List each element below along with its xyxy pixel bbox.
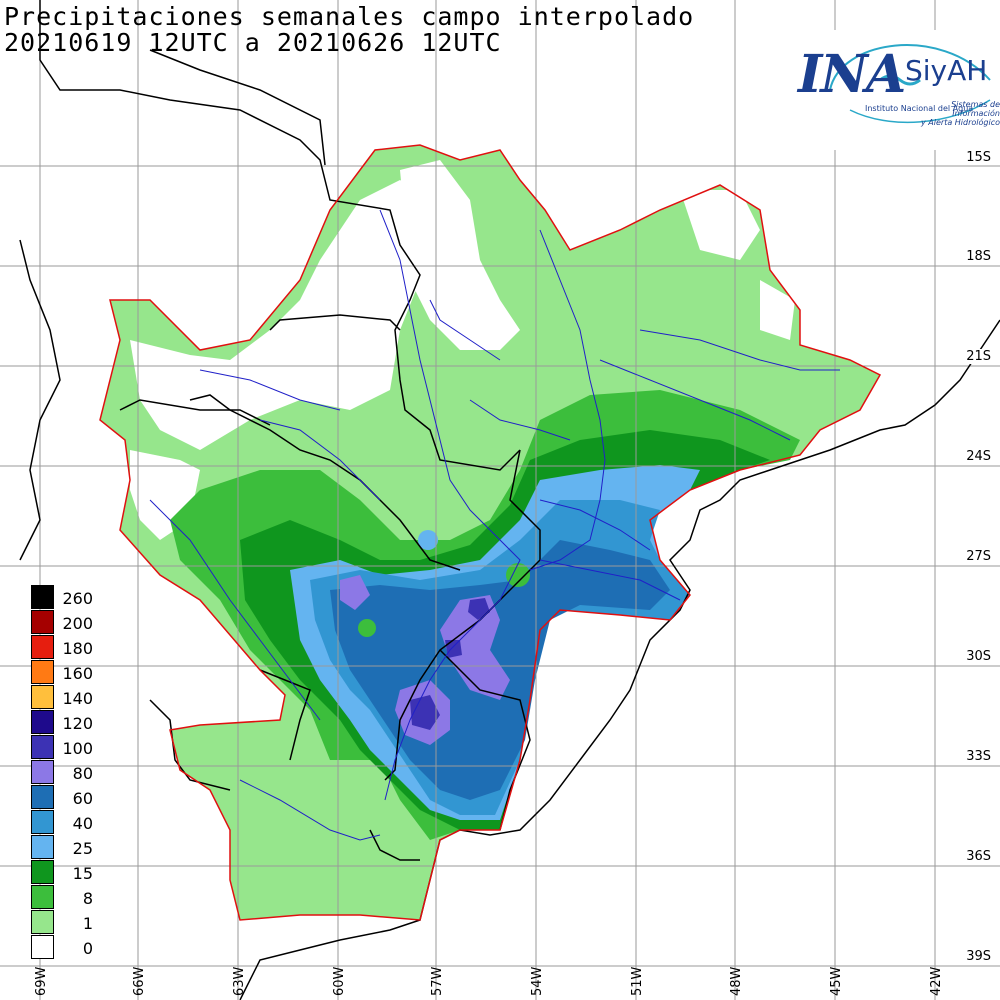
legend-label: 15 <box>72 864 93 883</box>
latitude-label: 15S <box>965 150 992 165</box>
latitude-label: 39S <box>965 949 992 964</box>
legend-label: 140 <box>62 689 93 708</box>
longitude-label: 51W <box>630 966 645 996</box>
legend-item: 40 <box>31 810 101 835</box>
legend-swatch <box>31 760 54 784</box>
legend-label: 25 <box>72 839 93 858</box>
longitude-label: 54W <box>530 966 545 996</box>
legend-item: 260 <box>31 585 101 610</box>
rivers <box>149 209 840 841</box>
legend-item: 8 <box>31 885 101 910</box>
map-title: Precipitaciones semanales campo interpol… <box>4 2 695 31</box>
longitude-label: 42W <box>929 966 944 996</box>
latitude-label: 27S <box>965 549 992 564</box>
legend-label: 0 <box>82 939 93 958</box>
legend-swatch <box>31 710 54 734</box>
legend-item: 0 <box>31 935 101 960</box>
legend-item: 200 <box>31 610 101 635</box>
longitude-label: 69W <box>34 966 49 996</box>
legend-swatch <box>31 835 54 859</box>
legend-item: 1 <box>31 910 101 935</box>
legend-item: 160 <box>31 660 101 685</box>
legend-swatch <box>31 585 54 609</box>
basin-outline <box>99 144 882 921</box>
legend-item: 25 <box>31 835 101 860</box>
legend-label: 40 <box>72 814 93 833</box>
legend-label: 260 <box>62 589 93 608</box>
legend-swatch <box>31 785 54 809</box>
longitude-label: 48W <box>729 966 744 996</box>
latitude-label: 21S <box>965 349 992 364</box>
legend-label: 160 <box>62 664 93 683</box>
latitude-label: 24S <box>965 449 992 464</box>
legend-swatch <box>31 635 54 659</box>
logo-siyah-text: SiyAH <box>905 54 988 87</box>
logo-tagline-1: Sistemas de Información <box>951 100 1000 118</box>
legend-label: 120 <box>62 714 93 733</box>
legend-label: 200 <box>62 614 93 633</box>
latitude-label: 18S <box>965 249 992 264</box>
legend-item: 15 <box>31 860 101 885</box>
legend-item: 120 <box>31 710 101 735</box>
legend-swatch <box>31 910 54 934</box>
precipitation-legend: 260 200 180 160 140 120 100 80 60 40 25 15 8 1 0 <box>31 585 101 960</box>
legend-item: 80 <box>31 760 101 785</box>
legend-swatch <box>31 810 54 834</box>
legend-label: 60 <box>72 789 93 808</box>
legend-swatch <box>31 660 54 684</box>
logo-tagline: Sistemas de Información y Alerta Hidroló… <box>915 100 1000 127</box>
map-subtitle: 20210619 12UTC a 20210626 12UTC <box>4 28 502 57</box>
ina-siyah-logo: INA SiyAH Instituto Nacional del Agua Si… <box>790 30 1000 150</box>
legend-item: 180 <box>31 635 101 660</box>
legend-label: 80 <box>72 764 93 783</box>
latitude-label: 33S <box>965 749 992 764</box>
legend-label: 8 <box>82 889 93 908</box>
legend-label: 1 <box>82 914 93 933</box>
legend-swatch <box>31 685 54 709</box>
logo-tagline-2: y Alerta Hidrológico <box>921 118 1000 127</box>
precipitation-field <box>100 145 880 920</box>
logo-ina-text: INA <box>798 44 906 105</box>
longitude-label: 45W <box>829 966 844 996</box>
legend-swatch <box>31 860 54 884</box>
longitude-label: 66W <box>132 966 147 996</box>
latitude-label: 30S <box>965 649 992 664</box>
legend-swatch <box>31 610 54 634</box>
logo-swoosh-icon <box>829 44 991 124</box>
longitude-label: 57W <box>430 966 445 996</box>
legend-swatch <box>31 935 54 959</box>
latitude-label: 36S <box>965 849 992 864</box>
legend-item: 60 <box>31 785 101 810</box>
legend-item: 140 <box>31 685 101 710</box>
legend-label: 180 <box>62 639 93 658</box>
legend-label: 100 <box>62 739 93 758</box>
legend-item: 100 <box>31 735 101 760</box>
legend-swatch <box>31 735 54 759</box>
logo-institute-text: Instituto Nacional del Agua <box>865 104 974 113</box>
longitude-label: 63W <box>232 966 247 996</box>
longitude-label: 60W <box>332 966 347 996</box>
legend-swatch <box>31 885 54 909</box>
